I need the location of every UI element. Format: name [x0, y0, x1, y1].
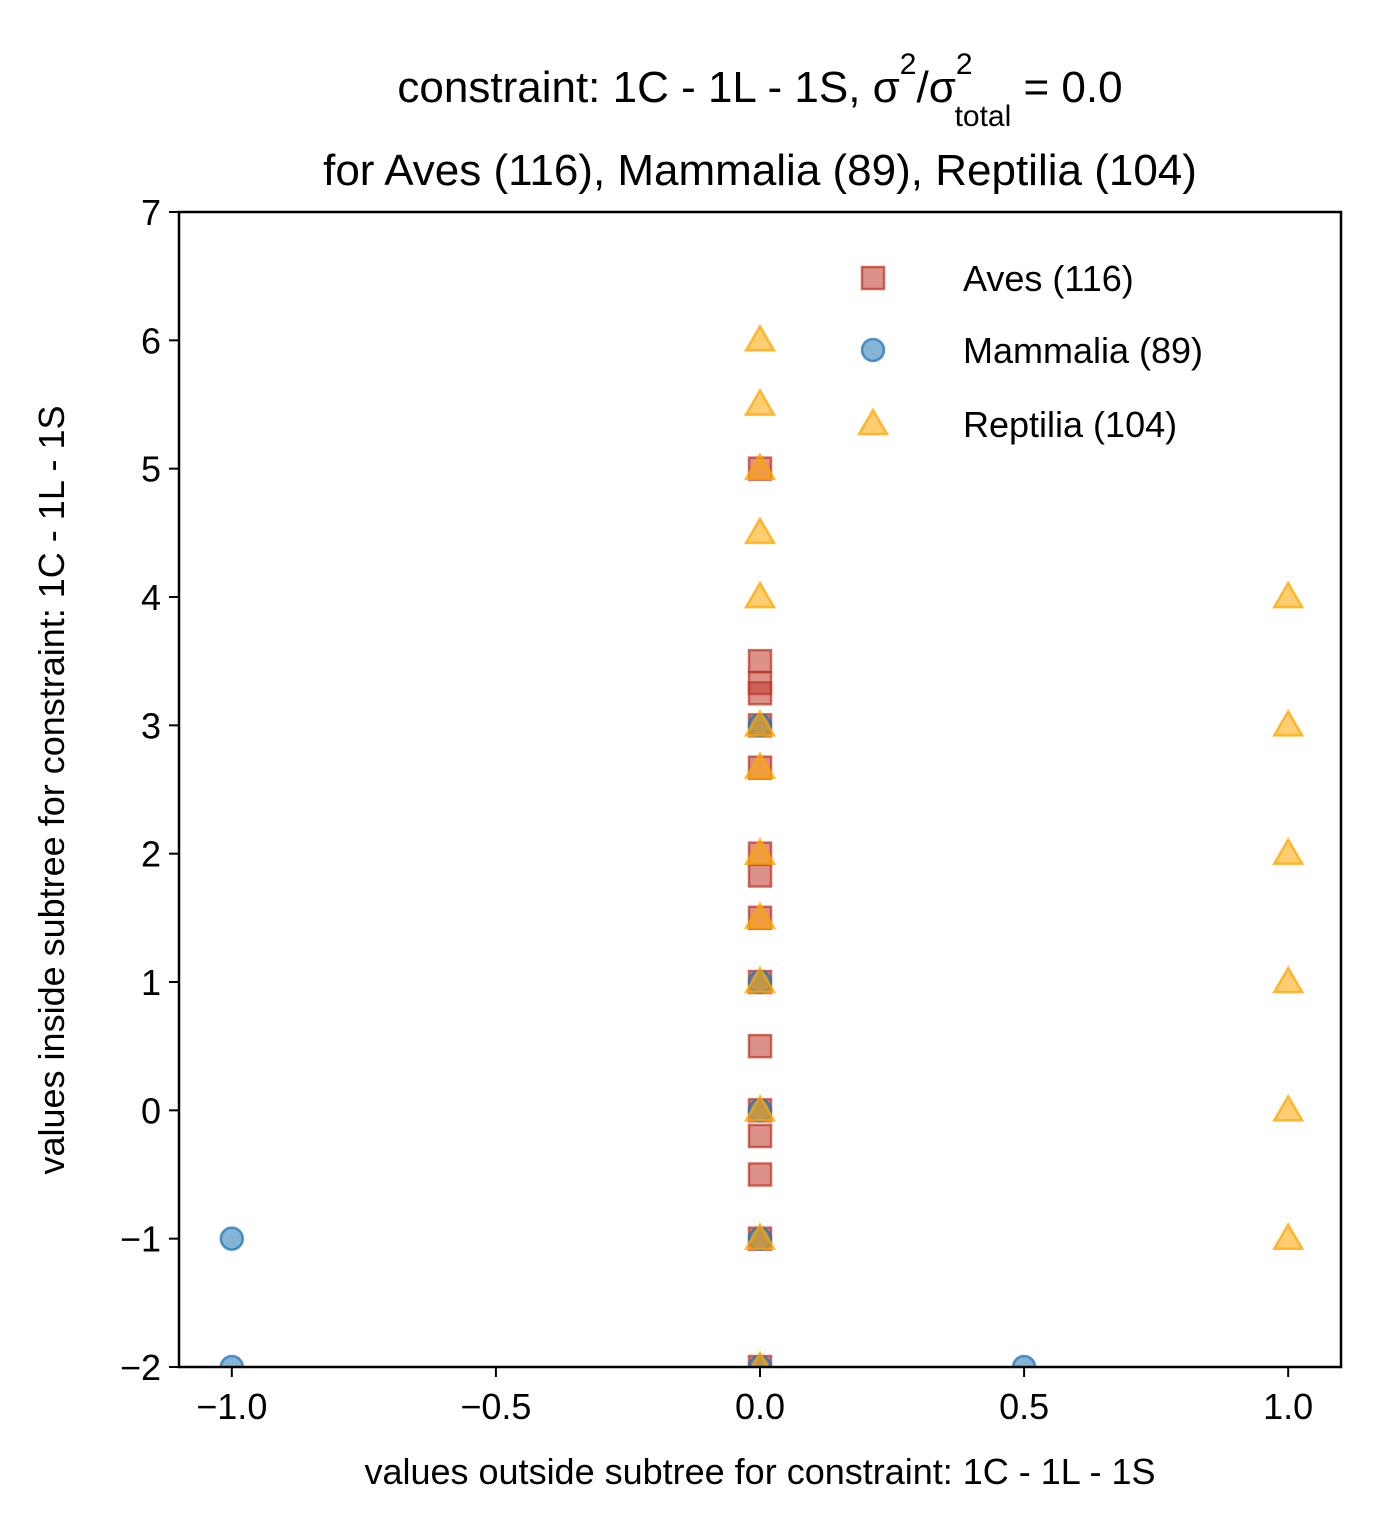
y-tick-label: 5	[141, 449, 161, 490]
y-tick-label: 2	[141, 834, 161, 875]
legend-label: Aves (116)	[963, 258, 1134, 299]
title-sup-1: 2	[900, 48, 917, 81]
data-point-square	[747, 648, 773, 674]
title-slash: /σ	[916, 63, 955, 112]
x-tick-label: −1.0	[196, 1386, 267, 1427]
title-sup-2: 2	[956, 48, 973, 81]
data-point-triangle	[743, 452, 777, 480]
x-tick-label: 1.0	[1263, 1386, 1313, 1427]
y-tick-label: −1	[120, 1219, 161, 1260]
data-point-triangle	[1272, 708, 1305, 737]
data-point-triangle	[743, 580, 777, 609]
x-tick-label: −0.5	[460, 1386, 531, 1427]
title-sub: total	[955, 100, 1012, 133]
y-tick-label: 4	[141, 577, 161, 618]
y-tick-label: 6	[141, 320, 161, 361]
y-tick-label: 0	[141, 1090, 161, 1131]
data-point-square	[747, 681, 773, 706]
data-point-triangle	[743, 1093, 777, 1122]
data-point-triangle	[743, 1222, 777, 1250]
series-triangle	[743, 323, 1305, 1367]
data-point-triangle	[743, 323, 777, 352]
chart-title: constraint: 1C - 1L - 1S, σ2/σ2 total = 0…	[397, 48, 1122, 133]
data-point-triangle	[743, 388, 777, 416]
data-point-triangle	[743, 901, 777, 930]
x-tick-label: 0.0	[735, 1386, 785, 1427]
data-point-triangle	[1272, 580, 1305, 609]
plot-frame	[177, 210, 1343, 1369]
legend-label: Mammalia (89)	[963, 330, 1203, 371]
x-tick-label: 0.5	[999, 1386, 1049, 1427]
title-tail: = 0.0	[1011, 63, 1122, 112]
y-tick-label: 3	[141, 705, 161, 746]
data-point-triangle	[743, 751, 777, 780]
title-main: constraint: 1C - 1L - 1S, σ	[397, 63, 899, 112]
data-point-triangle	[1272, 837, 1305, 865]
legend: Aves (116) Mammalia (89) Reptilia (104)	[856, 258, 1203, 445]
data-point-triangle	[743, 837, 777, 865]
data-point-triangle	[1272, 1222, 1305, 1250]
data-point-circle	[1011, 1354, 1037, 1367]
chart-subtitle: for Aves (116), Mammalia (89), Reptilia …	[323, 146, 1197, 195]
legend-marker-circle	[860, 337, 886, 363]
y-tick-label: 1	[141, 962, 161, 1003]
legend-marker-triangle	[856, 407, 890, 436]
data-point-triangle	[1272, 965, 1305, 994]
data-point-triangle	[1272, 1093, 1305, 1122]
x-axis-ticks: −1.0 −0.5 0.0 0.5 1.0	[196, 1367, 1313, 1427]
data-point-square	[747, 1123, 773, 1149]
data-point-triangle	[743, 516, 777, 545]
y-axis-ticks: −2 −1 0 1 2 3 4 5 6 7	[120, 192, 179, 1388]
series-circle	[219, 713, 1037, 1367]
x-axis-label: values outside subtree for constraint: 1…	[364, 1451, 1155, 1492]
legend-marker-square	[860, 265, 886, 291]
data-point-circle	[219, 1354, 245, 1367]
markers-layer	[219, 323, 1305, 1367]
data-point-circle	[219, 1226, 245, 1251]
data-point-triangle	[743, 708, 777, 737]
data-point-square	[747, 863, 773, 888]
data-point-triangle	[743, 965, 777, 994]
legend-label: Reptilia (104)	[963, 404, 1177, 445]
data-point-triangle	[750, 1350, 770, 1367]
y-tick-label: 7	[141, 192, 161, 233]
data-point-square	[747, 1162, 773, 1187]
y-axis-label: values inside subtree for constraint: 1C…	[31, 405, 72, 1174]
data-point-square	[747, 1033, 773, 1059]
y-tick-label: −2	[120, 1347, 161, 1388]
